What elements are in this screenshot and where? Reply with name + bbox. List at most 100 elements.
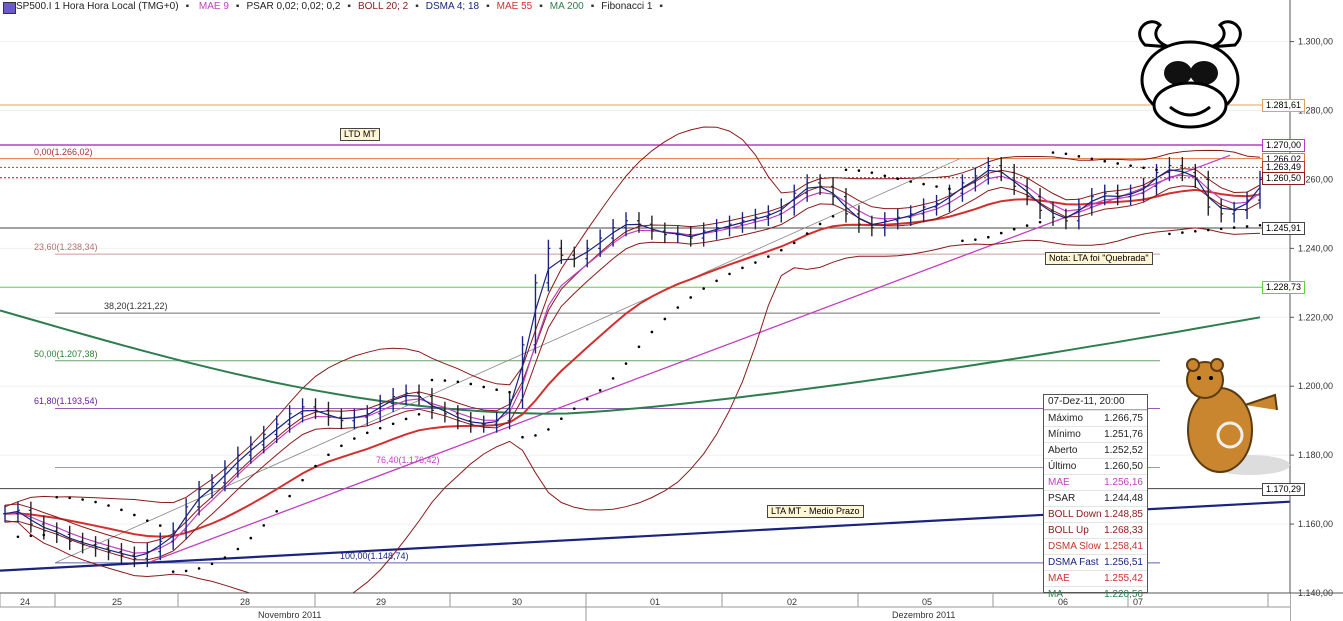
psar-dot [922, 182, 925, 186]
data-window-value: 1.256,16 [1104, 477, 1143, 488]
y-tick-label: 1.220,00 [1298, 312, 1333, 322]
x-tick-label: 29 [376, 597, 386, 607]
psar-dot [340, 444, 343, 448]
indicator-label[interactable]: Fibonacci 1 [601, 1, 653, 12]
psar-dot [909, 180, 912, 183]
data-window-label: PSAR [1048, 493, 1076, 504]
psar-dot [754, 261, 757, 264]
data-window-label: Mínimo [1048, 429, 1081, 440]
indicator-label[interactable]: MAE 55 [496, 1, 533, 12]
data-window-row: MAE 1.256,16 [1044, 474, 1147, 490]
psar-dot [986, 235, 990, 239]
psar-dot [585, 397, 589, 401]
psar-dot [1258, 223, 1262, 227]
psar-dot [314, 464, 317, 468]
psar-dot [547, 428, 550, 431]
psar-dot [443, 379, 447, 382]
x-tick-label: 02 [787, 597, 797, 607]
psar-dot [663, 317, 667, 321]
psar-dot [741, 266, 744, 270]
data-window-value: 1.260,50 [1104, 461, 1143, 472]
psar-dot [1194, 229, 1197, 233]
psar-dot [818, 222, 822, 226]
psar-dot [68, 496, 71, 500]
data-window-row: DSMA Fast 1.256,51 [1044, 554, 1147, 570]
psar-dot [197, 567, 201, 570]
data-window-row: PSAR 1.244,48 [1044, 490, 1147, 506]
psar-dot [430, 378, 434, 382]
y-tick-label: 1.260,00 [1298, 174, 1333, 184]
data-window-value: 1.266,75 [1104, 413, 1143, 424]
psar-dot [404, 417, 408, 421]
x-tick-label: 25 [112, 597, 122, 607]
psar-dot [146, 519, 149, 522]
psar-dot [236, 547, 240, 551]
psar-dot [365, 431, 369, 435]
y-tick-label: 1.280,00 [1298, 106, 1333, 116]
psar-dot [637, 345, 641, 349]
psar-dot [133, 513, 136, 517]
psar-dot [857, 169, 861, 172]
fibonacci-label: 23,60(1.238,34) [34, 242, 98, 252]
fibonacci-label: 38,20(1.221,22) [104, 301, 168, 311]
psar-dot [327, 453, 330, 457]
psar-dot [1012, 227, 1016, 231]
mae55-envelope-lower [4, 185, 1261, 561]
data-window-row: Mínimo 1.251,76 [1044, 426, 1147, 442]
boll-upper-line [4, 126, 1261, 508]
data-window-row: BOLL Down 1.248,85 [1044, 506, 1147, 522]
data-window-row: Aberto 1.252,52 [1044, 442, 1147, 458]
data-window-value: 1.248,85 [1104, 509, 1143, 520]
indicator-label[interactable]: MA 200 [549, 1, 584, 12]
indicator-label[interactable]: DSMA 4; 18 [425, 1, 480, 12]
psar-dot [831, 214, 835, 218]
psar-dot [378, 426, 382, 430]
data-window-value: 1.251,76 [1104, 429, 1143, 440]
indicator-label[interactable]: PSAR 0,02; 0,02; 0,2 [246, 1, 341, 12]
psar-dot [1051, 151, 1055, 154]
psar-dot [676, 306, 680, 309]
data-window-rows: Máximo 1.266,75 Mínimo 1.251,76 Aberto 1.252,… [1044, 410, 1147, 602]
psar-dot [805, 232, 809, 235]
price-level-label: 1.228,73 [1262, 281, 1306, 294]
mae55-envelope-upper [4, 168, 1261, 544]
fibonacci-label: 0,00(1.266,02) [34, 147, 93, 157]
bull-icon [1138, 20, 1242, 129]
data-window-row: BOLL Up 1.268,33 [1044, 522, 1147, 538]
y-tick-label: 1.160,00 [1298, 519, 1333, 529]
psar-dot [702, 287, 705, 290]
x-tick-label: 05 [922, 597, 932, 607]
psar-dot [1168, 232, 1171, 236]
psar-dot [1129, 164, 1132, 167]
psar-dot [171, 570, 175, 573]
indicator-label[interactable]: MAE 9 [198, 1, 229, 12]
x-tick-label: 01 [650, 597, 660, 607]
psar-dot [262, 524, 266, 527]
data-window-label: Aberto [1048, 445, 1078, 456]
psar-dot [1090, 157, 1094, 161]
data-window-label: BOLL Up [1048, 525, 1089, 536]
data-window-value: 1.268,33 [1104, 525, 1143, 536]
symbol-label[interactable]: SP500.I 1 Hora Hora Local (TMG+0) [16, 1, 179, 12]
psar-dot [210, 562, 214, 566]
data-window: 07-Dez-11, 20:00 Máximo 1.266,75 Mínimo 1.2… [1043, 394, 1148, 600]
psar-dot [521, 435, 524, 439]
psar-dot [1219, 227, 1223, 231]
psar-dot [353, 437, 356, 440]
psar-dot [158, 524, 162, 527]
bear-icon [1186, 358, 1290, 475]
psar-dot [81, 498, 84, 501]
indicator-list: MAE 9 ▪ PSAR 0,02; 0,02; 0,2 ▪ BOLL 20; 2 ▪ DS… [198, 1, 663, 12]
psar-dot [883, 174, 887, 178]
data-window-label: MA [1048, 589, 1063, 600]
psar-dot [1025, 224, 1029, 227]
data-window-row: DSMA Slow 1.258,41 [1044, 538, 1147, 554]
psar-dot [728, 272, 731, 276]
mae9-line [4, 174, 1261, 554]
psar-dot [1038, 220, 1042, 224]
mae55-line [4, 188, 1261, 538]
indicator-label[interactable]: BOLL 20; 2 [357, 1, 409, 12]
price-level-label: 1.170,29 [1262, 483, 1306, 496]
data-window-label: BOLL Down [1048, 509, 1102, 520]
